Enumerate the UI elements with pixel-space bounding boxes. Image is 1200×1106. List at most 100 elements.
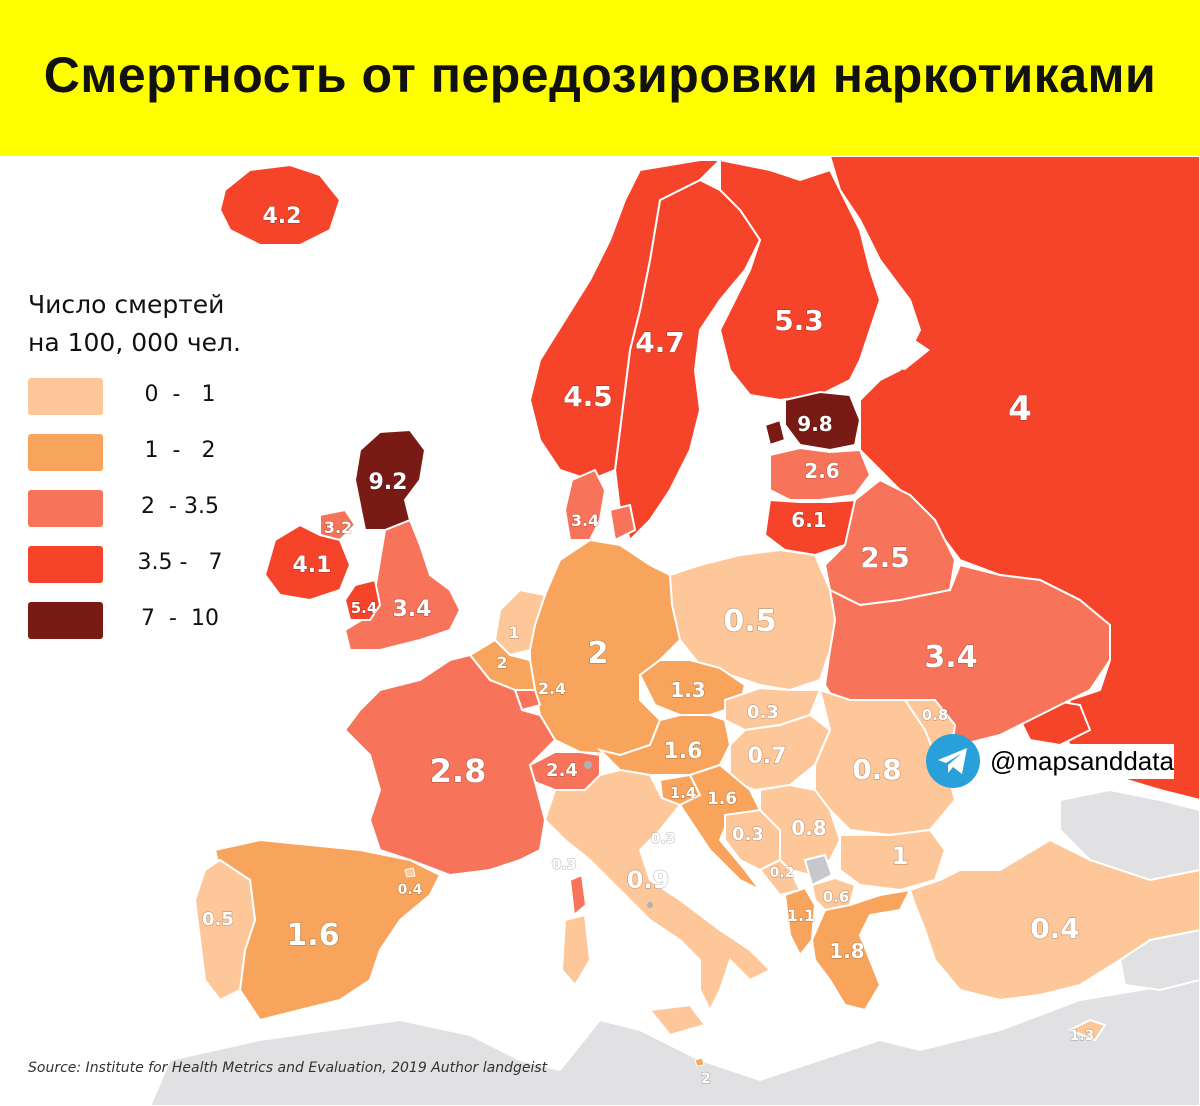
map-title: Смертность от передозировки наркотиками <box>43 47 1157 103</box>
label-norway: 4.5 <box>563 380 613 413</box>
corsica <box>568 873 588 917</box>
scotland <box>353 428 427 531</box>
legend-swatch <box>28 490 103 527</box>
iceland <box>218 163 342 246</box>
label-sweden: 4.7 <box>635 326 685 359</box>
white-sea <box>860 330 930 370</box>
legend-range: 3.5 - 7 <box>137 550 223 575</box>
sardinia <box>560 913 592 987</box>
label-iceland: 4.2 <box>263 204 302 229</box>
legend-range: 7 - 10 <box>141 606 219 631</box>
label-turkey: 0.4 <box>1030 912 1080 945</box>
legend-swatch <box>28 546 103 583</box>
italy <box>543 768 772 1013</box>
wales <box>343 578 382 621</box>
legend-swatch <box>28 378 103 415</box>
northern-ireland <box>319 508 357 542</box>
label-bosnia: 0.3 <box>732 824 764 845</box>
label-hungary: 0.7 <box>748 744 787 769</box>
finland <box>718 158 882 402</box>
caucasus-region <box>1059 788 1200 882</box>
label-ireland: 4.1 <box>293 553 332 578</box>
legend-swatch <box>28 602 103 639</box>
label-italy: 0.9 <box>627 866 670 894</box>
label-slovenia: 1.4 <box>670 784 697 802</box>
sicily <box>648 1003 707 1037</box>
label-northern-ireland: 3.2 <box>324 518 352 537</box>
label-andorra: 0.4 <box>398 882 423 898</box>
legend-item: 3.5 - 7 <box>28 546 241 602</box>
telegram-icon[interactable] <box>926 734 980 788</box>
telegram-handle[interactable]: @mapsanddata <box>984 743 1174 779</box>
label-russia: 4 <box>1008 389 1032 429</box>
label-romania: 0.8 <box>852 753 902 786</box>
liechtenstein-dot <box>584 761 592 769</box>
label-england: 3.4 <box>393 597 432 622</box>
cyprus <box>1067 1018 1107 1042</box>
label-luxembourg: 2.4 <box>538 679 566 698</box>
label-greece: 1.8 <box>829 939 864 963</box>
label-slovakia: 0.3 <box>747 702 779 723</box>
value-labels: 4.2 9.2 3.2 4.1 5.4 3.4 4.5 4.7 5.3 4 9.… <box>201 203 1095 1087</box>
estonia <box>784 390 862 452</box>
legend-item: 0 - 1 <box>28 378 241 434</box>
legend: Число смертей на 100, 000 чел. 0 - 1 1 -… <box>28 286 241 658</box>
legend-range: 2 - 3.5 <box>141 494 219 519</box>
label-switzerland: 2.4 <box>546 760 578 781</box>
legend-item: 2 - 3.5 <box>28 490 241 546</box>
portugal <box>193 858 257 1002</box>
greece <box>810 888 912 1012</box>
source-note: Source: Institute for Health Metrics and… <box>28 1060 548 1076</box>
montenegro <box>758 858 802 897</box>
legend-item: 7 - 10 <box>28 602 241 658</box>
label-malta: 2 <box>701 1071 711 1087</box>
label-san-marino: 0.3 <box>651 831 676 847</box>
legend-title-line2: на 100, 000 чел. <box>28 328 241 357</box>
label-france: 2.8 <box>430 752 487 790</box>
label-denmark: 3.4 <box>571 511 599 530</box>
norway <box>528 159 723 482</box>
label-north-macedonia: 0.6 <box>823 888 850 906</box>
label-netherlands: 1 <box>508 623 519 642</box>
paper-plane-icon <box>938 748 967 774</box>
label-czechia: 1.3 <box>670 678 705 702</box>
kosovo <box>803 853 834 887</box>
ireland <box>263 523 352 602</box>
latvia <box>769 446 872 501</box>
denmark-islands <box>608 503 637 542</box>
legend-range: 1 - 2 <box>144 438 216 463</box>
label-moldova: 0.8 <box>922 706 949 724</box>
telegram-badge[interactable]: @mapsanddata <box>926 734 1174 788</box>
label-montenegro: 0.2 <box>770 865 795 881</box>
vatican-dot <box>647 902 653 908</box>
label-poland: 0.5 <box>723 604 776 639</box>
legend-range: 0 - 1 <box>144 382 216 407</box>
label-finland: 5.3 <box>774 304 824 337</box>
label-germany: 2 <box>588 636 609 671</box>
label-monaco: 0.3 <box>552 857 577 873</box>
label-estonia: 9.8 <box>797 412 832 436</box>
label-spain: 1.6 <box>286 918 339 953</box>
label-portugal: 0.5 <box>202 909 234 930</box>
malta <box>694 1057 705 1067</box>
poland <box>668 548 837 692</box>
estonia-islands <box>763 418 787 447</box>
legend-item: 1 - 2 <box>28 434 241 490</box>
andorra <box>404 867 416 878</box>
legend-swatch <box>28 434 103 471</box>
label-croatia: 1.6 <box>707 789 737 809</box>
france <box>343 653 557 877</box>
label-belgium: 2 <box>496 653 507 672</box>
europe-map: 4.2 9.2 3.2 4.1 5.4 3.4 4.5 4.7 5.3 4 9.… <box>0 156 1200 1106</box>
label-albania: 1.1 <box>787 906 815 925</box>
label-scotland: 9.2 <box>369 470 408 495</box>
croatia <box>678 763 762 891</box>
label-bulgaria: 1 <box>892 842 909 870</box>
label-cyprus: 1.3 <box>1070 1028 1095 1044</box>
label-ukraine: 3.4 <box>924 640 977 675</box>
label-latvia: 2.6 <box>804 459 839 483</box>
label-lithuania: 6.1 <box>791 508 826 532</box>
label-wales: 5.4 <box>351 599 378 617</box>
turkey <box>908 838 1200 1002</box>
